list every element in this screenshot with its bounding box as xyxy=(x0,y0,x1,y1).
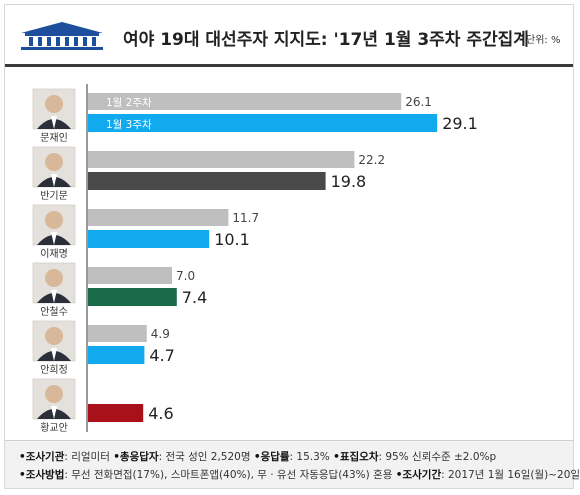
footer-value: : 전국 성인 2,520명 xyxy=(158,451,251,463)
footer-value: : 무선 전화면접(17%), 스마트폰앱(40%), 무 · 유선 자동응답(… xyxy=(64,469,393,481)
value-label-current: 29.1 xyxy=(442,114,478,133)
value-label-prev: 26.1 xyxy=(405,95,432,109)
candidate-name: 황교안 xyxy=(40,422,68,434)
legend-label-prev-week: 1월 2주차 xyxy=(106,97,152,109)
candidate-photo-shirt xyxy=(51,406,57,419)
bar-current-week xyxy=(88,114,438,132)
footer-key: •응답률 xyxy=(253,451,290,463)
candidate-name: 안철수 xyxy=(40,306,68,318)
value-label-current: 4.7 xyxy=(149,346,174,365)
value-label-current: 4.6 xyxy=(148,404,173,423)
bar-current-week xyxy=(88,230,210,248)
bar-current-week xyxy=(88,346,145,364)
unit-label: 단위: % xyxy=(526,35,561,46)
candidate-name: 안희정 xyxy=(40,364,68,376)
legend-label-current-week: 1월 3주차 xyxy=(106,119,152,131)
candidate-photo-shirt xyxy=(51,116,57,129)
candidate-photo-shirt xyxy=(51,348,57,361)
value-label-current: 10.1 xyxy=(214,230,250,249)
candidate-photo-face xyxy=(45,211,63,229)
candidate-photo-face xyxy=(45,269,63,287)
footer-line-2: •조사방법: 무선 전화면접(17%), 스마트폰앱(40%), 무 · 유선 … xyxy=(19,467,580,482)
footer-key: •총응답자 xyxy=(113,451,159,463)
bar-prev-week xyxy=(88,151,355,168)
header: 여야 19대 대선주자 지지도: '17년 1월 3주차 주간집계 단위: % xyxy=(5,5,573,67)
candidate-name: 반기문 xyxy=(40,190,68,202)
candidate-photo-face xyxy=(45,385,63,403)
bar-prev-week xyxy=(88,325,147,342)
candidate-photo-shirt xyxy=(51,290,57,303)
value-label-current: 19.8 xyxy=(331,172,367,191)
footer-key: •조사기간 xyxy=(395,469,442,481)
chart-title: 여야 19대 대선주자 지지도: '17년 1월 3주차 주간집계 xyxy=(123,30,529,50)
blue-house-logo-icon xyxy=(21,22,103,50)
bar-current-week xyxy=(88,404,144,422)
candidate-name: 이재명 xyxy=(40,248,68,260)
bar-current-week xyxy=(88,288,177,306)
footer-value: : 2017년 1월 16일(월)~20일(금) xyxy=(441,469,580,481)
footer-key: •조사기관 xyxy=(19,451,65,463)
candidate-photo-face xyxy=(45,327,63,345)
bar-prev-week xyxy=(88,267,172,284)
footer-value: : 15.3% xyxy=(289,451,330,463)
survey-footer: •조사기관: 리얼미터 •총응답자: 전국 성인 2,520명 •응답률: 15… xyxy=(5,440,580,488)
value-label-prev: 22.2 xyxy=(358,153,385,167)
bar-current-week xyxy=(88,172,326,190)
value-label-prev: 11.7 xyxy=(232,211,259,225)
footer-value: : 리얼미터 xyxy=(64,451,110,463)
candidate-photo-shirt xyxy=(51,232,57,245)
footer-line-1: •조사기관: 리얼미터 •총응답자: 전국 성인 2,520명 •응답률: 15… xyxy=(19,449,496,464)
candidate-photo-shirt xyxy=(51,174,57,187)
bar-prev-week xyxy=(88,209,229,226)
footer-key: •표집오차 xyxy=(333,451,379,463)
footer-key: •조사방법 xyxy=(19,469,65,481)
candidate-photo-face xyxy=(45,95,63,113)
candidate-name: 문재인 xyxy=(40,132,68,144)
infographic-frame xyxy=(4,4,574,489)
value-label-current: 7.4 xyxy=(182,288,207,307)
value-label-prev: 4.9 xyxy=(151,327,170,341)
candidate-photo-face xyxy=(45,153,63,171)
value-label-prev: 7.0 xyxy=(176,269,195,283)
bar-prev-week xyxy=(88,93,402,110)
footer-value: : 95% 신뢰수준 ±2.0%p xyxy=(378,451,497,463)
